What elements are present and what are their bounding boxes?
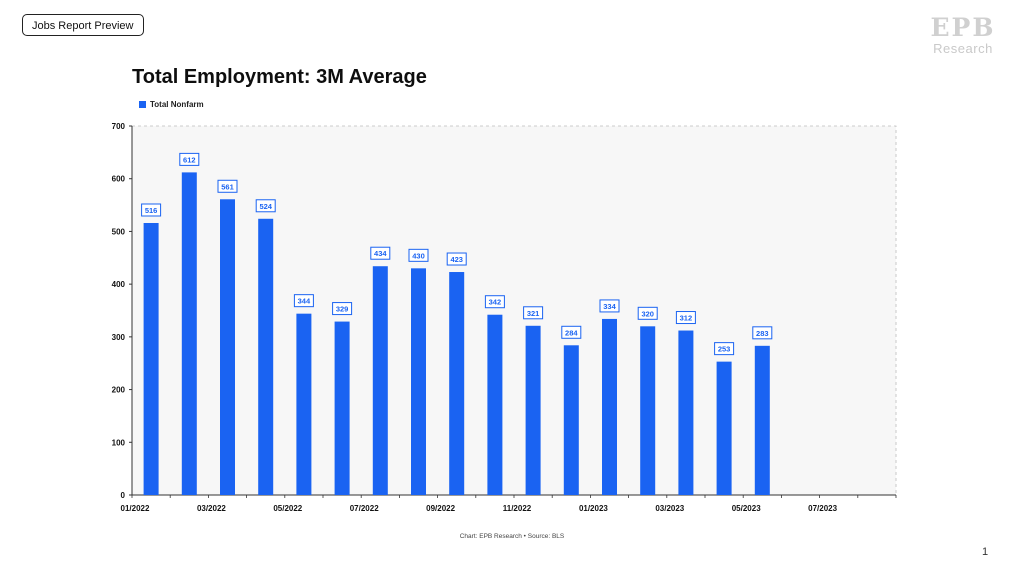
x-tick-label: 05/2023 <box>732 504 761 513</box>
data-label-box <box>599 299 620 313</box>
x-tick-label: 03/2022 <box>197 504 226 513</box>
data-label-box <box>752 326 773 340</box>
y-tick-label: 300 <box>112 333 126 342</box>
y-tick-label: 700 <box>112 122 126 131</box>
bar <box>563 345 579 495</box>
bar <box>334 321 350 495</box>
data-label-box <box>714 342 735 356</box>
plot-area <box>131 125 897 496</box>
data-label-box <box>408 248 429 262</box>
logo-mark: EPB <box>930 13 996 42</box>
data-label: 423 <box>450 255 463 264</box>
chart-title: Total Employment: 3M Average <box>132 66 427 88</box>
data-label: 329 <box>336 305 349 314</box>
y-tick-label: 0 <box>121 491 126 500</box>
data-label: 434 <box>374 249 387 258</box>
x-tick-label: 07/2023 <box>808 504 837 513</box>
x-tick-label: 01/2023 <box>579 504 608 513</box>
bar <box>181 172 197 496</box>
data-label: 430 <box>412 251 425 260</box>
y-tick-label: 400 <box>112 280 126 289</box>
bar <box>487 314 503 495</box>
data-label-box <box>332 302 353 316</box>
bar <box>411 268 426 495</box>
x-tick-label: 01/2022 <box>121 504 150 513</box>
bar <box>372 266 388 495</box>
data-label-box <box>141 203 162 217</box>
data-label: 344 <box>298 297 311 306</box>
bar <box>754 345 770 495</box>
x-tick-label: 05/2022 <box>273 504 302 513</box>
bar <box>220 199 235 495</box>
y-tick-label: 500 <box>112 227 126 236</box>
data-label: 283 <box>756 329 769 338</box>
data-label: 312 <box>680 314 693 323</box>
x-tick-label: 09/2022 <box>426 504 455 513</box>
data-label-box <box>217 179 238 193</box>
y-tick-label: 200 <box>112 386 126 395</box>
bar <box>678 330 694 495</box>
data-label: 334 <box>603 302 616 311</box>
x-tick-label: 07/2022 <box>350 504 379 513</box>
logo-subtitle: Research <box>933 41 993 56</box>
x-tick-label: 03/2023 <box>655 504 684 513</box>
data-label-box <box>293 294 314 308</box>
bar <box>640 326 656 495</box>
data-label: 524 <box>259 202 272 211</box>
data-label: 320 <box>641 309 654 318</box>
epb-logo: EPB Research <box>924 14 1002 60</box>
data-label: 284 <box>565 328 578 337</box>
data-label-box <box>370 246 391 260</box>
data-label-box <box>484 295 505 309</box>
data-label: 561 <box>221 182 234 191</box>
data-label-box <box>255 199 276 213</box>
legend-label: Total Nonfarm <box>150 100 204 109</box>
data-label-box <box>446 252 467 266</box>
data-label: 516 <box>145 206 158 215</box>
data-label: 321 <box>527 309 540 318</box>
bar <box>258 218 274 495</box>
data-label: 253 <box>718 345 731 354</box>
bar <box>602 318 617 495</box>
data-label-box <box>675 311 696 325</box>
chart-legend: Total Nonfarm <box>139 100 204 109</box>
bar <box>449 272 465 495</box>
x-tick-label: 11/2022 <box>503 504 532 513</box>
data-label-box <box>179 152 200 166</box>
data-label-box <box>561 325 582 339</box>
bar <box>525 325 541 495</box>
bar <box>296 313 312 495</box>
chart-footer: Chart: EPB Research • Source: BLS <box>459 533 565 540</box>
data-label-box <box>637 306 658 320</box>
bar <box>143 222 159 495</box>
y-tick-label: 600 <box>112 175 126 184</box>
page-number: 1 <box>982 546 989 558</box>
y-tick-label: 100 <box>112 438 126 447</box>
data-label: 342 <box>489 298 502 307</box>
data-label: 612 <box>183 155 196 164</box>
report-tag: Jobs Report Preview <box>22 14 144 36</box>
legend-swatch <box>139 101 146 108</box>
bar <box>716 361 732 495</box>
data-label-box <box>523 306 544 320</box>
